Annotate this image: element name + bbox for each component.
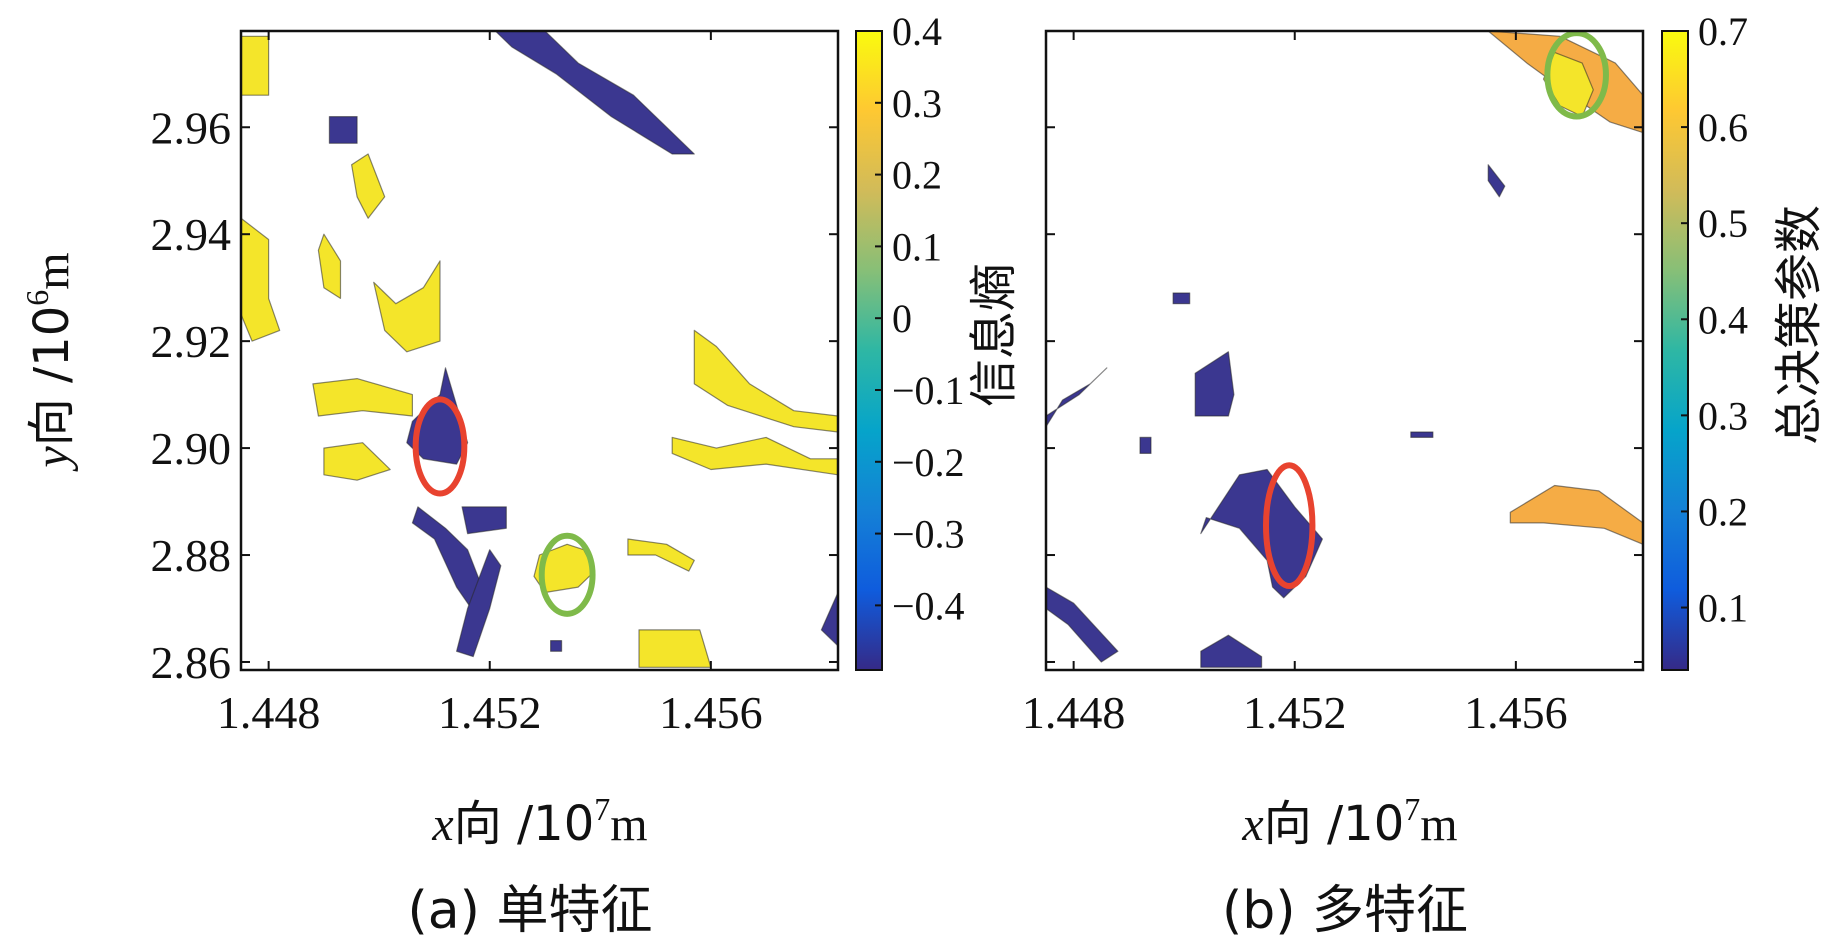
y-tick-label: 2.94: [151, 209, 232, 260]
x-tick-label: 1.456: [659, 687, 763, 738]
colorbar-ticks-b: 0.7 0.6 0.5 0.4 0.3 0.2 0.1: [1681, 9, 1748, 631]
colorbar-tick-label: 0.1: [892, 224, 942, 269]
heatmap-region-high-a: [241, 217, 281, 342]
heatmap-region-low-a: [549, 639, 563, 652]
y-tick-label: 2.92: [151, 316, 232, 367]
colorbar-tick-label: 0.2: [1698, 489, 1748, 534]
colorbar-label-a: 信息熵: [966, 263, 1022, 407]
green-marker-ellipse-a: [538, 532, 596, 617]
y-axis-text: 向 /10: [24, 306, 80, 447]
heatmap-region-low-b: [1172, 292, 1191, 305]
x-axis-text-b: 向 /10: [1264, 796, 1405, 852]
colorbar-label-b: 总决策参数: [1771, 205, 1827, 445]
heatmap-b: [1046, 31, 1643, 668]
x-tick-label: 1.448: [1022, 687, 1126, 738]
x-tick-label: 1.452: [438, 687, 542, 738]
colorbar-tick-label: −0.3: [892, 512, 965, 557]
heatmap-region-low-b: [1200, 634, 1263, 668]
colorbar-tick-label: −0.2: [892, 440, 965, 485]
x-tick-label: 1.448: [217, 687, 321, 738]
colorbar-tick-label: 0.4: [892, 9, 942, 54]
y-tick-label: 2.90: [151, 423, 232, 474]
y-axis-unit: m: [26, 252, 79, 289]
heatmap-region-high-a: [638, 629, 712, 668]
heatmap-region-low-a: [456, 549, 502, 658]
heatmap-region-low-a: [406, 367, 469, 465]
panel-a: 1.448 1.452 1.456 2.86 2.88 2.90 2.92 2.94 2.96…: [19, 9, 1022, 941]
x-ticks-b: 1.448 1.452 1.456: [1022, 31, 1568, 738]
heatmap-region-low-b: [1139, 436, 1152, 454]
heatmap-region-low-a: [820, 591, 838, 647]
x-axis-label-b: x向 /107m: [1241, 791, 1457, 852]
colorbar-tick-label: −0.1: [892, 368, 965, 413]
colorbar-tick-label: 0.6: [1698, 105, 1748, 150]
heatmap-region-low-b: [1487, 164, 1506, 198]
colorbar-tick-label: −0.4: [892, 583, 965, 628]
heatmap-region-low-a: [494, 31, 695, 155]
heatmap-region-low-b: [1194, 351, 1235, 417]
heatmap-region-high-a: [317, 233, 342, 299]
heatmap-region-high-a: [241, 35, 270, 96]
x-ticks-a: 1.448 1.452 1.456: [217, 31, 763, 738]
colorbar-tick-label: 0.3: [1698, 393, 1748, 438]
x-axis-var-a: x: [431, 798, 453, 851]
plot-area-b: [1046, 31, 1643, 670]
y-ticks-a: 2.86 2.88 2.90 2.92 2.94 2.96: [151, 102, 838, 688]
y-tick-label: 2.86: [151, 637, 232, 688]
heatmap-region-low-b: [1046, 367, 1108, 428]
x-axis-text-a: 向 /10: [454, 796, 595, 852]
red-marker-ellipse-a: [412, 396, 468, 497]
heatmap-region-high-a: [373, 260, 441, 353]
y-axis-exp: 6: [19, 290, 55, 306]
caption-b: (b) 多特征: [1222, 881, 1468, 941]
panel-b: 1.448 1.452 1.456 0.7 0.6 0.5 0.4 0.3 0.2 0.1 总决…: [1022, 9, 1827, 941]
heatmap-region-high-a: [693, 329, 838, 433]
x-axis-exp-b: 7: [1404, 791, 1420, 827]
heatmap-region-high-a: [627, 538, 695, 572]
colorbar-tick-label: 0.4: [1698, 297, 1748, 342]
markers-b: [1263, 30, 1609, 590]
y-ticks-b: [1046, 126, 1643, 663]
x-axis-label-a: x向 /107m: [431, 791, 647, 852]
heatmap-region-low-a: [328, 115, 358, 144]
colorbar-a: [855, 30, 883, 671]
heatmap-region-high-a: [351, 153, 386, 219]
x-tick-label: 1.452: [1243, 687, 1347, 738]
colorbar-tick-label: 0.1: [1698, 586, 1748, 631]
heatmap-region-high-a: [323, 442, 391, 481]
caption-a: (a) 单特征: [408, 881, 653, 941]
colorbar-tick-label: 0.2: [892, 153, 942, 198]
heatmap-region-mid-b: [1509, 484, 1643, 545]
red-marker-ellipse-b: [1263, 462, 1316, 590]
x-axis-unit-a: m: [610, 798, 647, 851]
heatmap-region-high-a: [671, 436, 838, 476]
colorbar-tick-label: 0.7: [1698, 9, 1748, 54]
heatmap-region-high-a: [312, 378, 413, 417]
x-axis-unit-b: m: [1420, 798, 1457, 851]
y-tick-label: 2.96: [151, 102, 232, 153]
heatmap-region-low-b: [1046, 586, 1119, 663]
heatmap-region-low-a: [461, 506, 507, 535]
x-tick-label: 1.456: [1464, 687, 1568, 738]
colorbar-ticks-a: 0.4 0.3 0.2 0.1 0 −0.1 −0.2 −0.3 −0.4: [875, 9, 965, 628]
colorbar-b: [1661, 30, 1689, 671]
heatmap-region-high-a: [533, 543, 596, 594]
y-axis-var: y: [26, 446, 79, 473]
colorbar-tick-label: 0.3: [892, 81, 942, 126]
x-axis-exp-a: 7: [594, 791, 610, 827]
colorbar-tick-label: 0: [892, 296, 912, 341]
plot-frame-a: [239, 29, 840, 672]
colorbar-tick-label: 0.5: [1698, 201, 1748, 246]
markers-a: [412, 396, 596, 617]
heatmap-region-low-b: [1410, 431, 1434, 438]
green-marker-ellipse-b: [1544, 30, 1609, 120]
x-axis-var-b: x: [1241, 798, 1263, 851]
heatmap-a: [241, 31, 838, 668]
y-axis-label: y向 /106m: [19, 252, 80, 472]
plot-frame-b: [1044, 29, 1645, 672]
y-tick-label: 2.88: [151, 530, 232, 581]
